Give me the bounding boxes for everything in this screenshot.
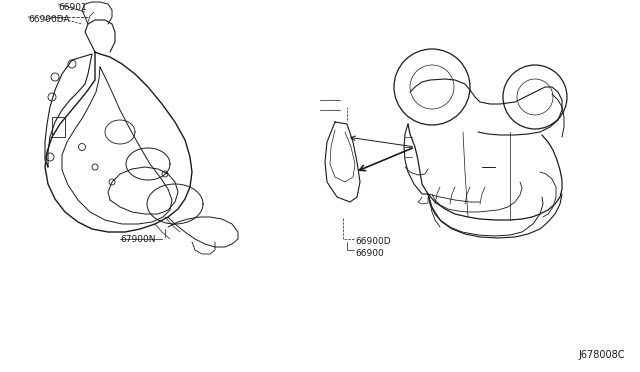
Text: J678008C: J678008C xyxy=(579,350,625,360)
Text: 66900: 66900 xyxy=(355,250,384,259)
Text: 67900N: 67900N xyxy=(120,234,156,244)
Text: 66901: 66901 xyxy=(58,3,87,12)
Text: 66900D: 66900D xyxy=(355,237,390,247)
Text: 66900DA: 66900DA xyxy=(28,16,70,25)
